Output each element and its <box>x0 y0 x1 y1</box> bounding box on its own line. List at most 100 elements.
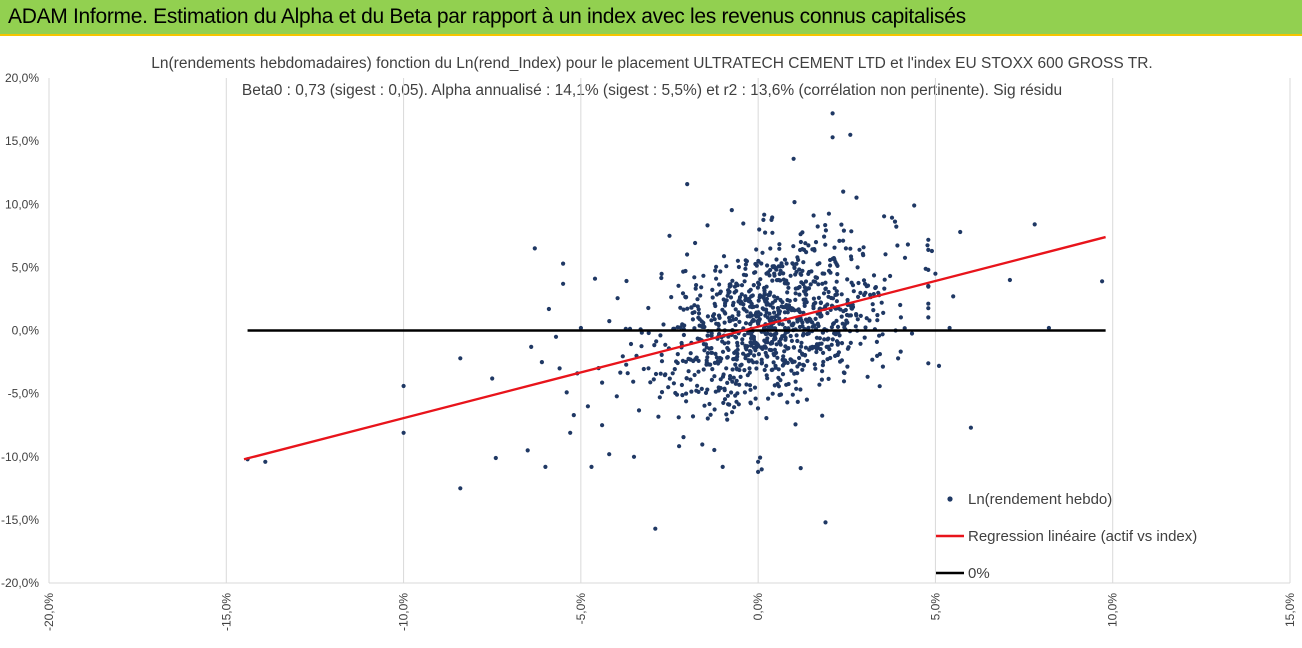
data-point <box>724 264 729 269</box>
data-point <box>845 364 850 369</box>
data-point <box>830 296 836 301</box>
data-point <box>743 262 749 267</box>
data-point <box>825 311 830 316</box>
data-point <box>653 371 659 377</box>
data-point <box>789 322 794 328</box>
data-point <box>756 258 761 264</box>
data-point <box>749 343 754 348</box>
data-point <box>710 313 716 319</box>
data-point <box>816 282 821 287</box>
data-point <box>764 363 769 368</box>
data-point <box>493 455 498 461</box>
data-point <box>735 391 740 396</box>
data-point <box>849 229 854 234</box>
data-point <box>713 389 718 394</box>
data-point <box>811 306 816 311</box>
data-point <box>810 247 815 252</box>
data-point <box>926 284 931 289</box>
data-point <box>679 340 684 346</box>
data-point <box>849 280 854 285</box>
data-point <box>686 369 691 374</box>
data-point <box>656 414 661 419</box>
data-point <box>766 325 772 330</box>
data-point <box>674 359 679 364</box>
data-point <box>772 273 777 278</box>
x-tick-label: -15,0% <box>219 593 233 631</box>
data-point <box>732 405 737 410</box>
data-point <box>776 264 781 269</box>
data-point <box>855 265 860 270</box>
data-point <box>618 370 623 375</box>
data-point <box>879 300 884 305</box>
data-point <box>641 366 646 372</box>
data-point <box>703 390 709 395</box>
data-point <box>646 305 651 311</box>
data-point <box>848 132 853 137</box>
data-point <box>709 318 714 323</box>
data-point <box>801 331 806 336</box>
data-point <box>799 340 804 345</box>
data-point <box>807 347 812 352</box>
data-point <box>458 486 463 491</box>
data-point <box>698 293 703 298</box>
data-point <box>735 258 741 263</box>
data-point <box>784 261 789 266</box>
data-point <box>682 323 687 328</box>
data-point <box>806 286 812 291</box>
data-point <box>659 271 664 276</box>
data-point <box>681 332 687 338</box>
data-point <box>756 343 761 348</box>
data-point <box>877 333 882 338</box>
data-point <box>684 376 689 381</box>
data-point <box>786 319 792 324</box>
data-point <box>823 280 828 285</box>
y-tick-label: -15,0% <box>1 513 39 527</box>
data-point <box>766 292 771 298</box>
data-point <box>816 323 821 329</box>
data-point <box>696 369 701 374</box>
data-point <box>717 331 722 336</box>
data-point <box>838 307 843 312</box>
data-point <box>688 357 693 362</box>
data-point <box>753 312 758 318</box>
data-point <box>646 330 651 336</box>
data-point <box>721 372 726 377</box>
data-point <box>793 272 798 277</box>
data-point <box>743 266 748 271</box>
data-point <box>764 373 769 378</box>
data-point <box>695 297 700 302</box>
data-point <box>732 290 737 295</box>
data-point <box>546 306 552 312</box>
data-point <box>794 386 799 391</box>
data-point <box>800 230 805 235</box>
data-point <box>739 283 745 288</box>
data-point <box>689 305 694 310</box>
data-point <box>740 337 745 342</box>
data-point <box>742 279 747 284</box>
data-point <box>648 380 653 385</box>
data-point <box>806 243 811 248</box>
data-point <box>951 294 956 299</box>
data-point <box>926 306 931 311</box>
data-point <box>607 452 612 457</box>
data-point <box>695 336 700 341</box>
data-point <box>771 360 776 365</box>
data-point <box>692 372 697 378</box>
data-point <box>820 413 825 418</box>
data-point <box>723 301 728 306</box>
data-point <box>933 271 938 276</box>
data-point <box>704 345 709 350</box>
data-point <box>738 301 743 306</box>
data-point <box>880 332 885 337</box>
data-point <box>854 195 859 200</box>
data-point <box>734 399 739 404</box>
data-point <box>659 359 665 364</box>
data-point <box>795 308 800 313</box>
data-point <box>795 319 800 324</box>
data-point <box>680 393 685 398</box>
data-point <box>754 366 759 371</box>
data-point <box>898 315 904 320</box>
data-point <box>835 324 841 329</box>
data-point <box>764 353 769 358</box>
data-point <box>1046 325 1051 331</box>
